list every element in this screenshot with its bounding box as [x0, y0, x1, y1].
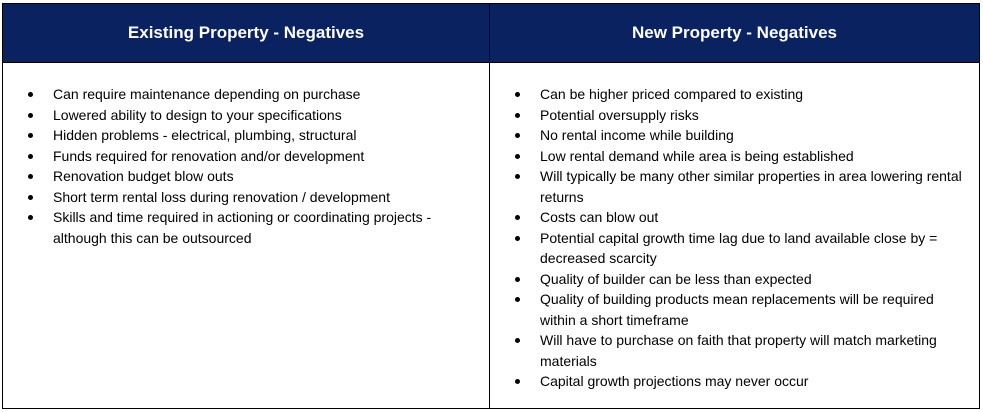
- bullet-icon: [28, 133, 33, 138]
- list-item-text: No rental income while building: [540, 127, 734, 143]
- list-item-text: Renovation budget blow outs: [53, 168, 234, 184]
- existing-negatives-list: Can require maintenance depending on pur…: [3, 63, 489, 248]
- list-item: Renovation budget blow outs: [25, 166, 481, 187]
- list-item-text: Potential capital growth time lag due to…: [540, 229, 938, 267]
- list-item-text: Can be higher priced compared to existin…: [540, 86, 804, 102]
- bullet-icon: [28, 194, 33, 200]
- list-item: Funds required for renovation and/or dev…: [25, 146, 481, 167]
- new-property-cell: Can be higher priced compared to existin…: [489, 62, 980, 409]
- bullet-icon: [515, 133, 520, 138]
- bullet-icon: [28, 92, 33, 97]
- bullet-icon: [28, 153, 33, 159]
- list-item-text: Low rental demand while area is being es…: [540, 147, 854, 164]
- bullet-icon: [515, 297, 520, 302]
- list-item-text: Costs can blow out: [540, 209, 659, 225]
- list-item-text: Short term rental loss during renovation…: [53, 188, 390, 205]
- list-item: Potential oversupply risks: [512, 105, 971, 126]
- list-item: Costs can blow out: [512, 207, 971, 228]
- list-item: Can be higher priced compared to existin…: [512, 84, 971, 105]
- header-row: Existing Property - Negatives New Proper…: [2, 3, 980, 63]
- bullet-icon: [515, 276, 520, 282]
- bullet-icon: [515, 235, 520, 241]
- list-item: Can require maintenance depending on pur…: [25, 84, 481, 105]
- list-item-text: Quality of builder can be less than expe…: [540, 270, 812, 287]
- existing-property-cell: Can require maintenance depending on pur…: [2, 62, 490, 409]
- bullet-icon: [515, 92, 520, 97]
- list-item: Quality of builder can be less than expe…: [512, 269, 971, 290]
- list-item: Potential capital growth time lag due to…: [512, 228, 971, 269]
- list-item-text: Will typically be many other similar pro…: [540, 168, 962, 205]
- list-item-text: Capital growth projections may never occ…: [540, 373, 809, 389]
- list-item: Short term rental loss during renovation…: [25, 187, 481, 208]
- list-item: Will have to purchase on faith that prop…: [512, 330, 971, 371]
- comparison-table: Existing Property - Negatives New Proper…: [2, 3, 980, 409]
- new-negatives-list: Can be higher priced compared to existin…: [490, 63, 979, 392]
- list-item-text: Can require maintenance depending on pur…: [53, 86, 361, 102]
- list-item-text: Potential oversupply risks: [540, 106, 699, 123]
- bullet-icon: [515, 215, 520, 220]
- bullet-icon: [28, 174, 33, 179]
- list-item: No rental income while building: [512, 125, 971, 146]
- list-item-text: Hidden problems - electrical, plumbing, …: [53, 127, 357, 143]
- list-item: Capital growth projections may never occ…: [512, 371, 971, 392]
- list-item: Quality of building products mean replac…: [512, 289, 971, 330]
- existing-property-header: Existing Property - Negatives: [2, 3, 490, 63]
- list-item-text: Funds required for renovation and/or dev…: [53, 147, 365, 164]
- bullet-icon: [515, 379, 520, 384]
- content-row: Can require maintenance depending on pur…: [2, 62, 980, 409]
- list-item: Lowered ability to design to your specif…: [25, 105, 481, 126]
- list-item: Skills and time required in actioning or…: [25, 207, 481, 248]
- bullet-icon: [28, 215, 33, 220]
- list-item-text: Skills and time required in actioning or…: [53, 209, 432, 246]
- bullet-icon: [515, 338, 520, 343]
- bullet-icon: [515, 153, 520, 159]
- new-property-header: New Property - Negatives: [489, 3, 980, 63]
- list-item: Hidden problems - electrical, plumbing, …: [25, 125, 481, 146]
- list-item-text: Quality of building products mean replac…: [540, 291, 934, 328]
- list-item-text: Lowered ability to design to your specif…: [53, 106, 342, 123]
- list-item-text: Will have to purchase on faith that prop…: [540, 332, 937, 369]
- list-item: Low rental demand while area is being es…: [512, 146, 971, 167]
- bullet-icon: [28, 112, 33, 118]
- bullet-icon: [515, 112, 520, 118]
- bullet-icon: [515, 174, 520, 179]
- list-item: Will typically be many other similar pro…: [512, 166, 971, 207]
